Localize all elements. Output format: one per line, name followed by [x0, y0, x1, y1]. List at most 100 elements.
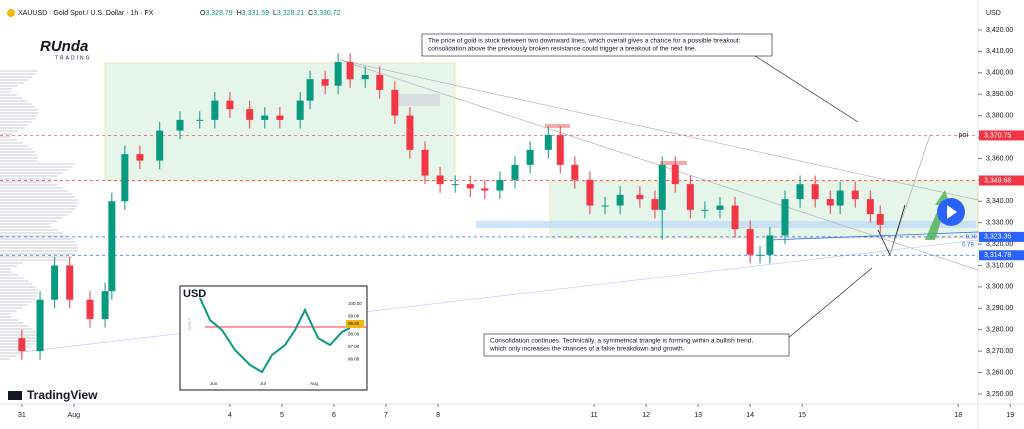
volume-profile — [0, 286, 36, 288]
volume-profile — [0, 313, 11, 315]
volume-profile — [0, 127, 24, 129]
volume-profile — [0, 346, 32, 348]
y-tick-label: 3,320.00 — [986, 241, 1013, 248]
volume-profile — [0, 202, 78, 204]
volume-profile — [0, 151, 36, 153]
volume-profile — [0, 166, 73, 168]
candle-body — [436, 175, 444, 185]
volume-profile — [0, 136, 11, 138]
logo: RUnda — [40, 38, 88, 55]
ohlc: O3,328.79 H3,331.59 L3,328.21 C3,330.72 — [200, 10, 341, 17]
ohlc-value: 3,328.79 — [205, 10, 232, 17]
price-label: 3,370.75 — [984, 132, 1011, 139]
volume-profile — [0, 211, 73, 213]
y-tick-label: 3,340.00 — [986, 198, 1013, 205]
volume-profile — [0, 262, 23, 264]
candle-body — [36, 299, 44, 352]
volume-profile — [0, 253, 76, 255]
tv-icon — [8, 391, 22, 400]
inset-label: 98.00 — [348, 332, 360, 337]
callout-line — [751, 53, 859, 123]
volume-profile — [0, 73, 36, 75]
volume-profile — [0, 331, 36, 333]
candle-body — [306, 79, 314, 101]
volume-profile — [0, 112, 38, 114]
candle-body — [658, 164, 666, 210]
candle-body — [66, 265, 74, 300]
volume-profile — [0, 133, 12, 135]
trend-line — [769, 231, 979, 241]
volume-profile — [0, 190, 69, 192]
volume-profile — [0, 103, 32, 105]
volume-profile — [0, 271, 12, 273]
candle-body — [136, 154, 144, 161]
x-tick-label: 6 — [332, 412, 336, 419]
candle-body — [601, 205, 609, 207]
candle-body — [421, 149, 429, 176]
candle-body — [108, 201, 116, 292]
candle-body — [636, 194, 644, 200]
candle-body — [811, 184, 819, 200]
volume-profile — [0, 256, 73, 258]
candle-body — [451, 184, 459, 186]
candle-body — [586, 179, 594, 206]
candle-body — [121, 154, 129, 202]
price-label-bg — [979, 250, 1024, 261]
volume-profile — [0, 148, 33, 150]
candle-body — [196, 119, 204, 121]
candle-body — [716, 205, 724, 210]
volume-profile — [0, 118, 36, 120]
volume-profile — [0, 289, 38, 291]
volume-profile — [0, 322, 24, 324]
x-tick-label: 8 — [436, 412, 440, 419]
play-icon — [947, 205, 957, 219]
y-tick-label: 3,330.00 — [986, 220, 1013, 227]
trend-line — [339, 59, 979, 201]
candle-body — [526, 149, 534, 165]
inset-label-bg — [346, 320, 364, 328]
logo-sub: TRADING — [55, 55, 92, 61]
volume-profile — [0, 274, 18, 276]
volume-profile — [0, 163, 76, 165]
candle-body — [746, 229, 754, 255]
inset-frame — [179, 285, 368, 391]
x-tick-label: 15 — [798, 412, 806, 419]
candle-body — [296, 100, 304, 120]
volume-profile — [0, 310, 17, 312]
volume-profile — [0, 160, 38, 162]
candle-body — [321, 79, 329, 86]
candle-body — [211, 100, 219, 120]
volume-profile — [0, 169, 69, 171]
price-label-bg — [979, 231, 1024, 242]
volume-profile — [0, 319, 18, 321]
volume-profile — [0, 238, 73, 240]
volume-profile — [0, 205, 78, 207]
volume-profile — [0, 355, 17, 357]
volume-profile — [0, 307, 23, 309]
volume-profile — [0, 268, 11, 270]
ohlc-key: H — [237, 10, 242, 17]
candle-body — [876, 214, 884, 225]
volume-profile — [0, 145, 28, 147]
volume-profile — [0, 214, 68, 216]
volume-profile — [0, 217, 63, 219]
inset-month: Jun — [210, 381, 218, 386]
y-tick-label: 3,410.00 — [986, 48, 1013, 55]
volume-profile — [0, 358, 11, 360]
x-tick-label: 7 — [384, 412, 388, 419]
x-tick-label: 31 — [18, 412, 26, 419]
inset: USD DAILY 100.00 99.00 98.60 98.00 97.00 96.00 J… — [179, 285, 368, 391]
volume-profile — [0, 187, 64, 189]
price-label: 3,314.78 — [984, 252, 1011, 259]
ohlc-value: 3,331.59 — [242, 10, 269, 17]
plot — [0, 53, 979, 360]
annotation: which only increases the chances of a fa… — [489, 346, 685, 353]
candle-body — [101, 291, 109, 320]
candle-body — [731, 205, 739, 230]
price-label-bg — [979, 130, 1024, 141]
volume-profile — [0, 94, 17, 96]
volume-profile — [0, 115, 38, 117]
volume-profile — [0, 349, 28, 351]
volume-profile — [0, 352, 23, 354]
volume-profile — [0, 325, 29, 327]
